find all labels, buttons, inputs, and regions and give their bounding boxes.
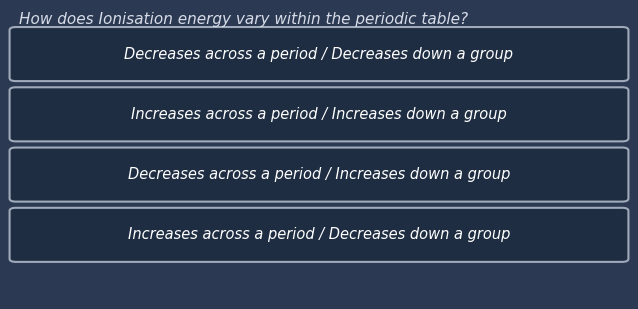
Text: Increases across a period / Increases down a group: Increases across a period / Increases do…: [131, 107, 507, 122]
FancyBboxPatch shape: [10, 27, 628, 81]
Text: Decreases across a period / Decreases down a group: Decreases across a period / Decreases do…: [124, 47, 514, 61]
Text: Decreases across a period / Increases down a group: Decreases across a period / Increases do…: [128, 167, 510, 182]
Text: How does Ionisation energy vary within the periodic table?: How does Ionisation energy vary within t…: [19, 12, 468, 28]
FancyBboxPatch shape: [10, 208, 628, 262]
FancyBboxPatch shape: [10, 148, 628, 202]
FancyBboxPatch shape: [10, 87, 628, 142]
Text: Increases across a period / Decreases down a group: Increases across a period / Decreases do…: [128, 227, 510, 242]
